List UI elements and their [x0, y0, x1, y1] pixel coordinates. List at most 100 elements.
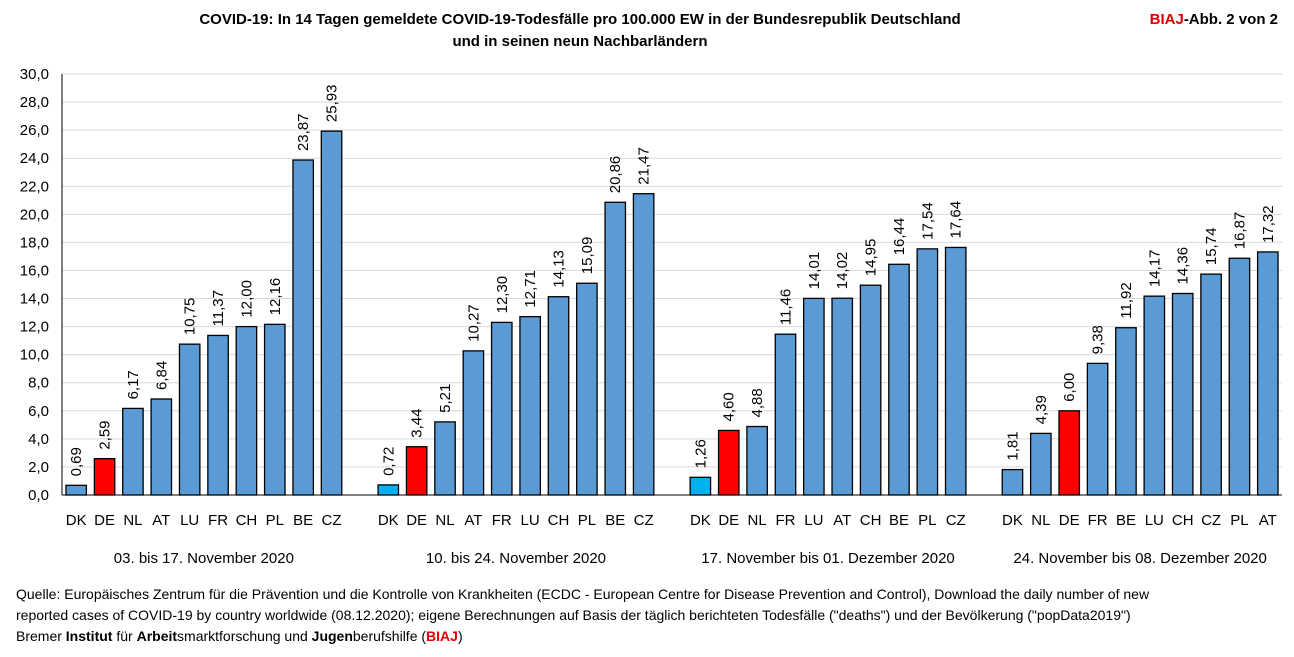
x-tick-label: DK — [1002, 512, 1023, 529]
bar-be — [604, 201, 627, 496]
x-tick-label: NL — [123, 512, 142, 529]
x-tick-label: LU — [804, 512, 823, 529]
data-label: 14,01 — [806, 252, 823, 290]
data-label: 14,36 — [1175, 247, 1192, 285]
bar-pl — [576, 282, 598, 496]
bar-de — [93, 458, 116, 496]
data-label: 1,26 — [692, 439, 709, 468]
x-tick-label: AT — [833, 512, 851, 529]
x-tick-label: PL — [578, 512, 596, 529]
bar-at — [462, 350, 485, 496]
bar-lu — [1143, 295, 1166, 496]
data-label: 12,71 — [522, 270, 539, 308]
x-tick-label: NL — [748, 512, 767, 529]
bar-pl — [916, 248, 939, 496]
data-label: 11,46 — [777, 289, 794, 325]
org-text: Jugen — [311, 628, 353, 644]
data-label: 11,37 — [210, 290, 227, 326]
data-label: 14,02 — [834, 252, 851, 290]
x-tick-label: DE — [718, 512, 739, 529]
bar-nl — [746, 425, 768, 496]
x-tick-label: DK — [378, 512, 399, 529]
data-label: 6,17 — [125, 370, 142, 399]
y-tick-label: 20,0 — [20, 206, 49, 223]
x-tick-label: DK — [66, 512, 87, 529]
data-label: 3,44 — [409, 409, 426, 438]
bar-lu — [802, 297, 825, 496]
data-label: 17,64 — [948, 201, 965, 239]
x-tick-label: DE — [406, 512, 427, 529]
bar-fr — [490, 321, 513, 496]
org-text: berufshilfe ( — [352, 628, 427, 644]
org-text: ) — [457, 628, 463, 644]
org-text: Bremer — [16, 628, 66, 644]
x-tick-label: DE — [1059, 512, 1080, 529]
data-label: 2,59 — [97, 420, 114, 449]
org-brand: BIAJ — [426, 628, 458, 644]
x-tick-label: DK — [690, 512, 711, 529]
bar-dk — [377, 484, 400, 496]
x-tick-label: CZ — [634, 512, 654, 529]
data-label: 12,16 — [267, 278, 284, 316]
x-tick-label: CZ — [322, 512, 342, 529]
bar-fr — [774, 333, 797, 496]
x-tick-label: LU — [521, 512, 540, 529]
x-tick-label: AT — [152, 512, 170, 529]
x-tick-label: PL — [1230, 512, 1248, 529]
bar-at — [1256, 251, 1279, 496]
x-tick-label: BE — [1116, 512, 1136, 529]
bar-dk — [1001, 468, 1024, 496]
badge-text: -Abb. 2 von 2 — [1183, 11, 1278, 28]
chart-title-line2: und in seinen neun Nachbarländern — [452, 33, 708, 50]
data-label: 6,00 — [1061, 373, 1078, 402]
x-tick-label: PL — [266, 512, 284, 529]
bar-cz — [632, 193, 655, 496]
data-label: 23,87 — [295, 113, 312, 151]
y-tick-label: 16,0 — [20, 262, 49, 279]
x-tick-label: CH — [860, 512, 882, 529]
y-tick-label: 2,0 — [28, 459, 49, 476]
data-label: 0,69 — [68, 447, 85, 476]
bar-cz — [944, 246, 967, 496]
org-text: smarktforschung und — [177, 628, 312, 644]
data-label: 12,00 — [238, 280, 255, 318]
data-label: 10,27 — [465, 304, 482, 342]
x-tick-label: FR — [208, 512, 228, 529]
bar-at — [831, 297, 854, 496]
period-label: 03. bis 17. November 2020 — [114, 550, 294, 567]
bar-ch — [1171, 292, 1194, 496]
org-text: Arbeit — [136, 628, 178, 644]
source-line2: reported cases of COVID-19 by country wo… — [16, 607, 1131, 623]
bar-de — [717, 429, 740, 496]
bar-be — [888, 263, 910, 496]
org-text: für — [112, 628, 137, 644]
y-tick-label: 0,0 — [28, 487, 49, 504]
data-label: 1,81 — [1004, 431, 1021, 460]
data-label: 17,54 — [919, 202, 936, 240]
data-label: 5,21 — [437, 384, 454, 413]
bar-de — [405, 446, 428, 496]
bar-ch — [859, 284, 882, 496]
bar-dk — [689, 476, 712, 496]
x-tick-label: CH — [236, 512, 258, 529]
data-label: 16,87 — [1231, 212, 1248, 250]
data-label: 14,17 — [1146, 250, 1163, 288]
period-label: 24. November bis 08. Dezember 2020 — [1013, 550, 1266, 567]
y-tick-label: 12,0 — [20, 319, 49, 336]
x-tick-label: FR — [775, 512, 795, 529]
data-label: 17,32 — [1260, 205, 1277, 243]
data-label: 15,74 — [1203, 228, 1220, 266]
bar-fr — [207, 334, 229, 496]
bars: 0,69 2,59 6,17 6,84 10,75 11,37 12,00 12,16 23,8… — [65, 85, 1279, 496]
data-label: 14,13 — [551, 250, 568, 288]
data-label: 12,30 — [494, 276, 511, 314]
bar-ch — [547, 296, 570, 496]
y-tick-label: 26,0 — [20, 122, 49, 139]
bar-pl — [263, 323, 286, 496]
data-label: 21,47 — [636, 147, 653, 185]
y-tick-label: 24,0 — [20, 150, 49, 167]
y-tick-label: 28,0 — [20, 94, 49, 111]
data-label: 16,44 — [891, 218, 908, 256]
y-tick-label: 18,0 — [20, 234, 49, 251]
bar-lu — [519, 315, 542, 496]
